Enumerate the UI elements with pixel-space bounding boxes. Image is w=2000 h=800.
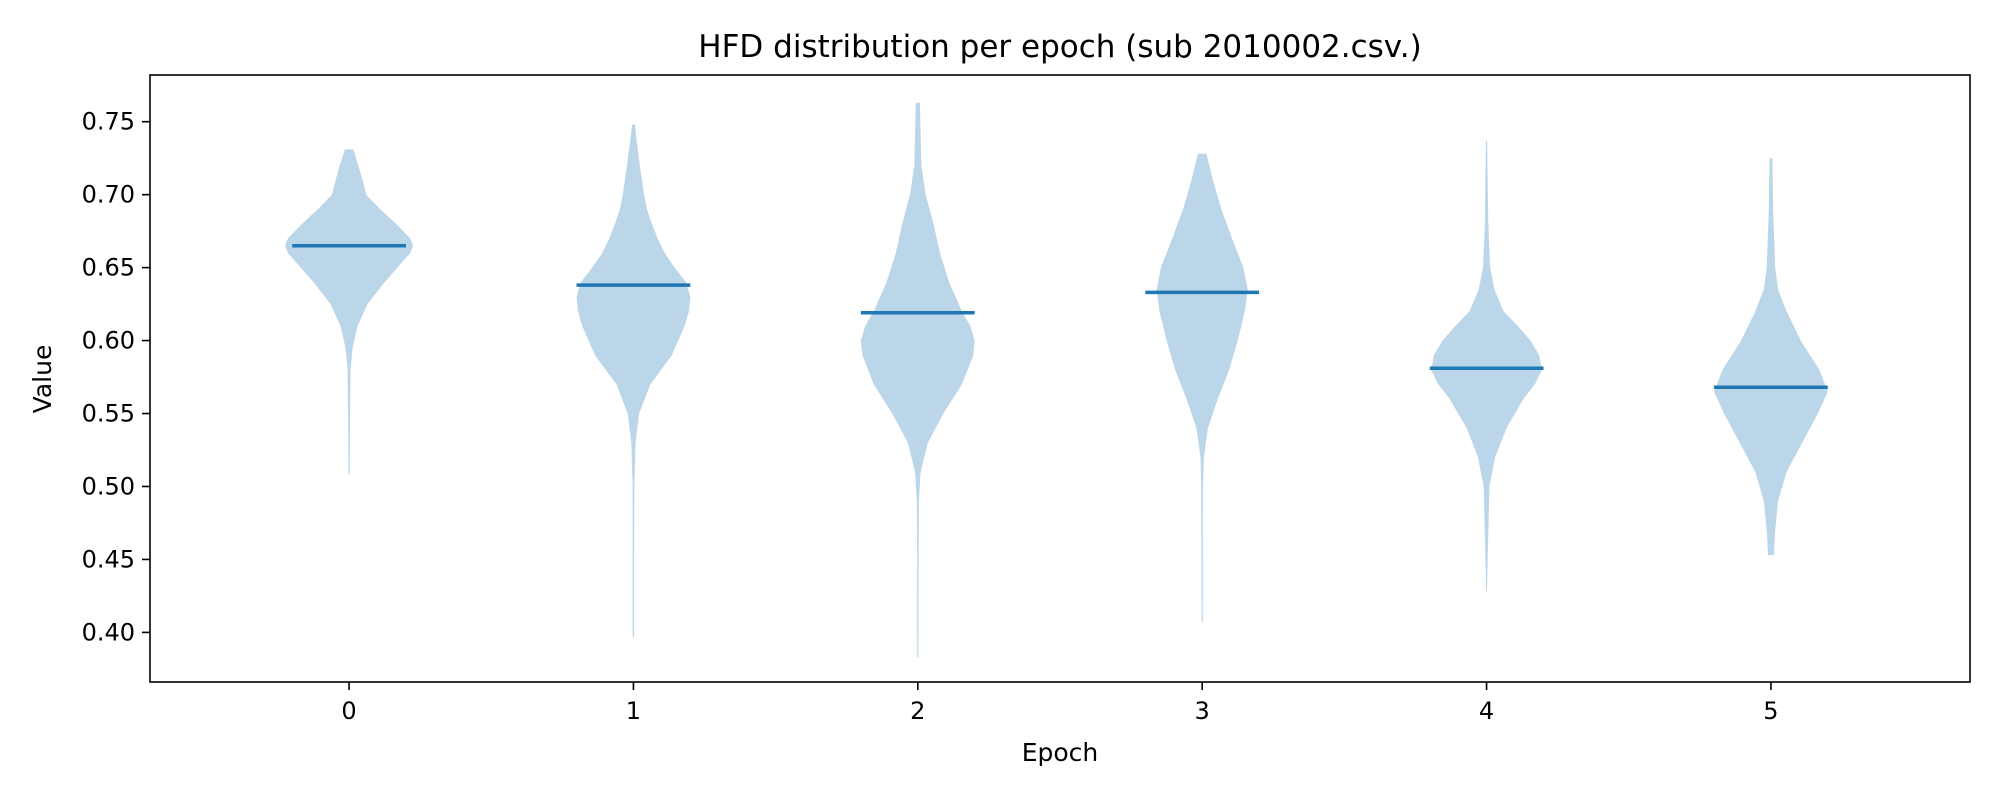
violin-body-epoch-3 xyxy=(1156,153,1248,623)
plot-area xyxy=(285,102,1828,658)
y-tick-label: 0.65 xyxy=(82,254,135,282)
violin-body-epoch-1 xyxy=(576,124,691,637)
x-tick-label: 2 xyxy=(910,697,925,725)
y-tick-label: 0.50 xyxy=(82,472,135,500)
x-tick-label: 0 xyxy=(341,697,356,725)
chart-title: HFD distribution per epoch (sub 2010002.… xyxy=(698,29,1421,65)
violin-body-epoch-4 xyxy=(1431,140,1542,592)
plot-frame xyxy=(149,74,1971,683)
x-tick-label: 4 xyxy=(1479,697,1494,725)
y-tick-label: 0.40 xyxy=(82,618,135,646)
x-axis: 0 1 2 3 4 5 xyxy=(341,682,1779,725)
violin-body-epoch-2 xyxy=(860,102,975,658)
y-axis-label: Value xyxy=(28,345,57,414)
x-tick-label: 1 xyxy=(626,697,641,725)
y-tick-label: 0.45 xyxy=(82,545,135,573)
y-tick-label: 0.75 xyxy=(82,108,135,136)
y-tick-label: 0.55 xyxy=(82,400,135,428)
violin-body-epoch-5 xyxy=(1714,158,1828,556)
x-tick-label: 5 xyxy=(1763,697,1778,725)
y-tick-label: 0.60 xyxy=(82,327,135,355)
x-tick-label: 3 xyxy=(1195,697,1210,725)
y-tick-label: 0.70 xyxy=(82,181,135,209)
violin-body-epoch-0 xyxy=(285,149,414,475)
x-axis-label: Epoch xyxy=(1022,738,1099,767)
y-axis: 0.40 0.45 0.50 0.55 0.60 0.65 0.70 0.75 xyxy=(82,108,150,646)
